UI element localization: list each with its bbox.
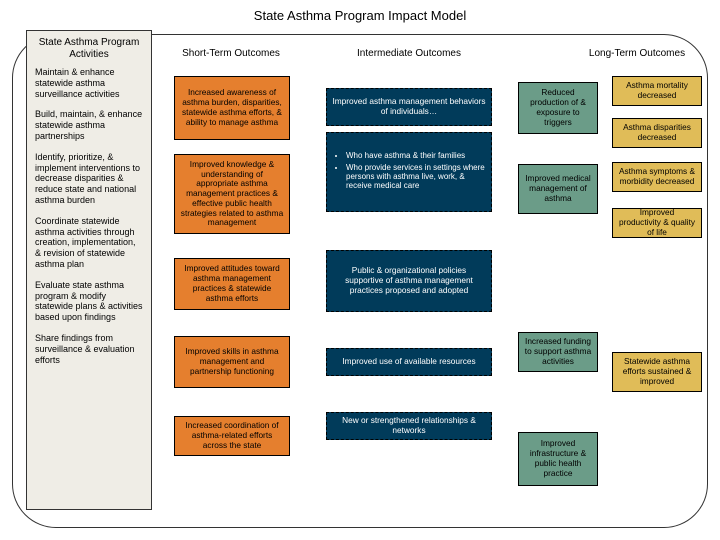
activities-header: State Asthma Program Activities (35, 37, 143, 61)
activity-item: Maintain & enhance statewide asthma surv… (35, 67, 143, 99)
activity-item: Coordinate statewide asthma activities t… (35, 216, 143, 270)
long-outcome-box: Asthma symptoms & morbidity decreased (612, 162, 702, 192)
diagram-title: State Asthma Program Impact Model (0, 0, 720, 29)
intermediate-teal-box: Reduced production of & exposure to trig… (518, 82, 598, 134)
intermediate-navy-box: Who have asthma & their families Who pro… (326, 132, 492, 212)
short-outcome-box: Improved skills in asthma management and… (174, 336, 290, 388)
activity-item: Share findings from surveillance & evalu… (35, 333, 143, 365)
intermediate-teal-box: Increased funding to support asthma acti… (518, 332, 598, 372)
activity-item: Identify, prioritize, & implement interv… (35, 152, 143, 206)
intermediate-list-item: Who have asthma & their families (346, 151, 486, 160)
short-term-header: Short-Term Outcomes (172, 48, 290, 59)
activities-panel: State Asthma Program Activities Maintain… (26, 30, 152, 510)
intermediate-navy-box: Public & organizational policies support… (326, 250, 492, 312)
long-outcome-box: Improved productivity & quality of life (612, 208, 702, 238)
activity-item: Build, maintain, & enhance statewide ast… (35, 109, 143, 141)
intermediate-navy-box: New or strengthened relationships & netw… (326, 412, 492, 440)
short-outcome-box: Improved knowledge & understanding of ap… (174, 154, 290, 234)
intermediate-header: Intermediate Outcomes (324, 48, 494, 59)
activity-item: Evaluate state asthma program & modify s… (35, 280, 143, 323)
intermediate-teal-box: Improved medical management of asthma (518, 164, 598, 214)
intermediate-navy-box: Improved use of available resources (326, 348, 492, 376)
long-term-header: Long-Term Outcomes (572, 48, 702, 59)
intermediate-list-item: Who provide services in settings where p… (346, 163, 486, 191)
short-outcome-box: Increased coordination of asthma-related… (174, 416, 290, 456)
diagram-container: State Asthma Program Activities Maintain… (8, 30, 712, 532)
short-outcome-box: Improved attitudes toward asthma managem… (174, 258, 290, 310)
long-outcome-box: Asthma disparities decreased (612, 118, 702, 148)
long-outcome-box: Asthma mortality decreased (612, 76, 702, 106)
intermediate-navy-box: Improved asthma management behaviors of … (326, 88, 492, 126)
short-outcome-box: Increased awareness of asthma burden, di… (174, 76, 290, 140)
long-outcome-box: Statewide asthma efforts sustained & imp… (612, 352, 702, 392)
intermediate-teal-box: Improved infrastructure & public health … (518, 432, 598, 486)
